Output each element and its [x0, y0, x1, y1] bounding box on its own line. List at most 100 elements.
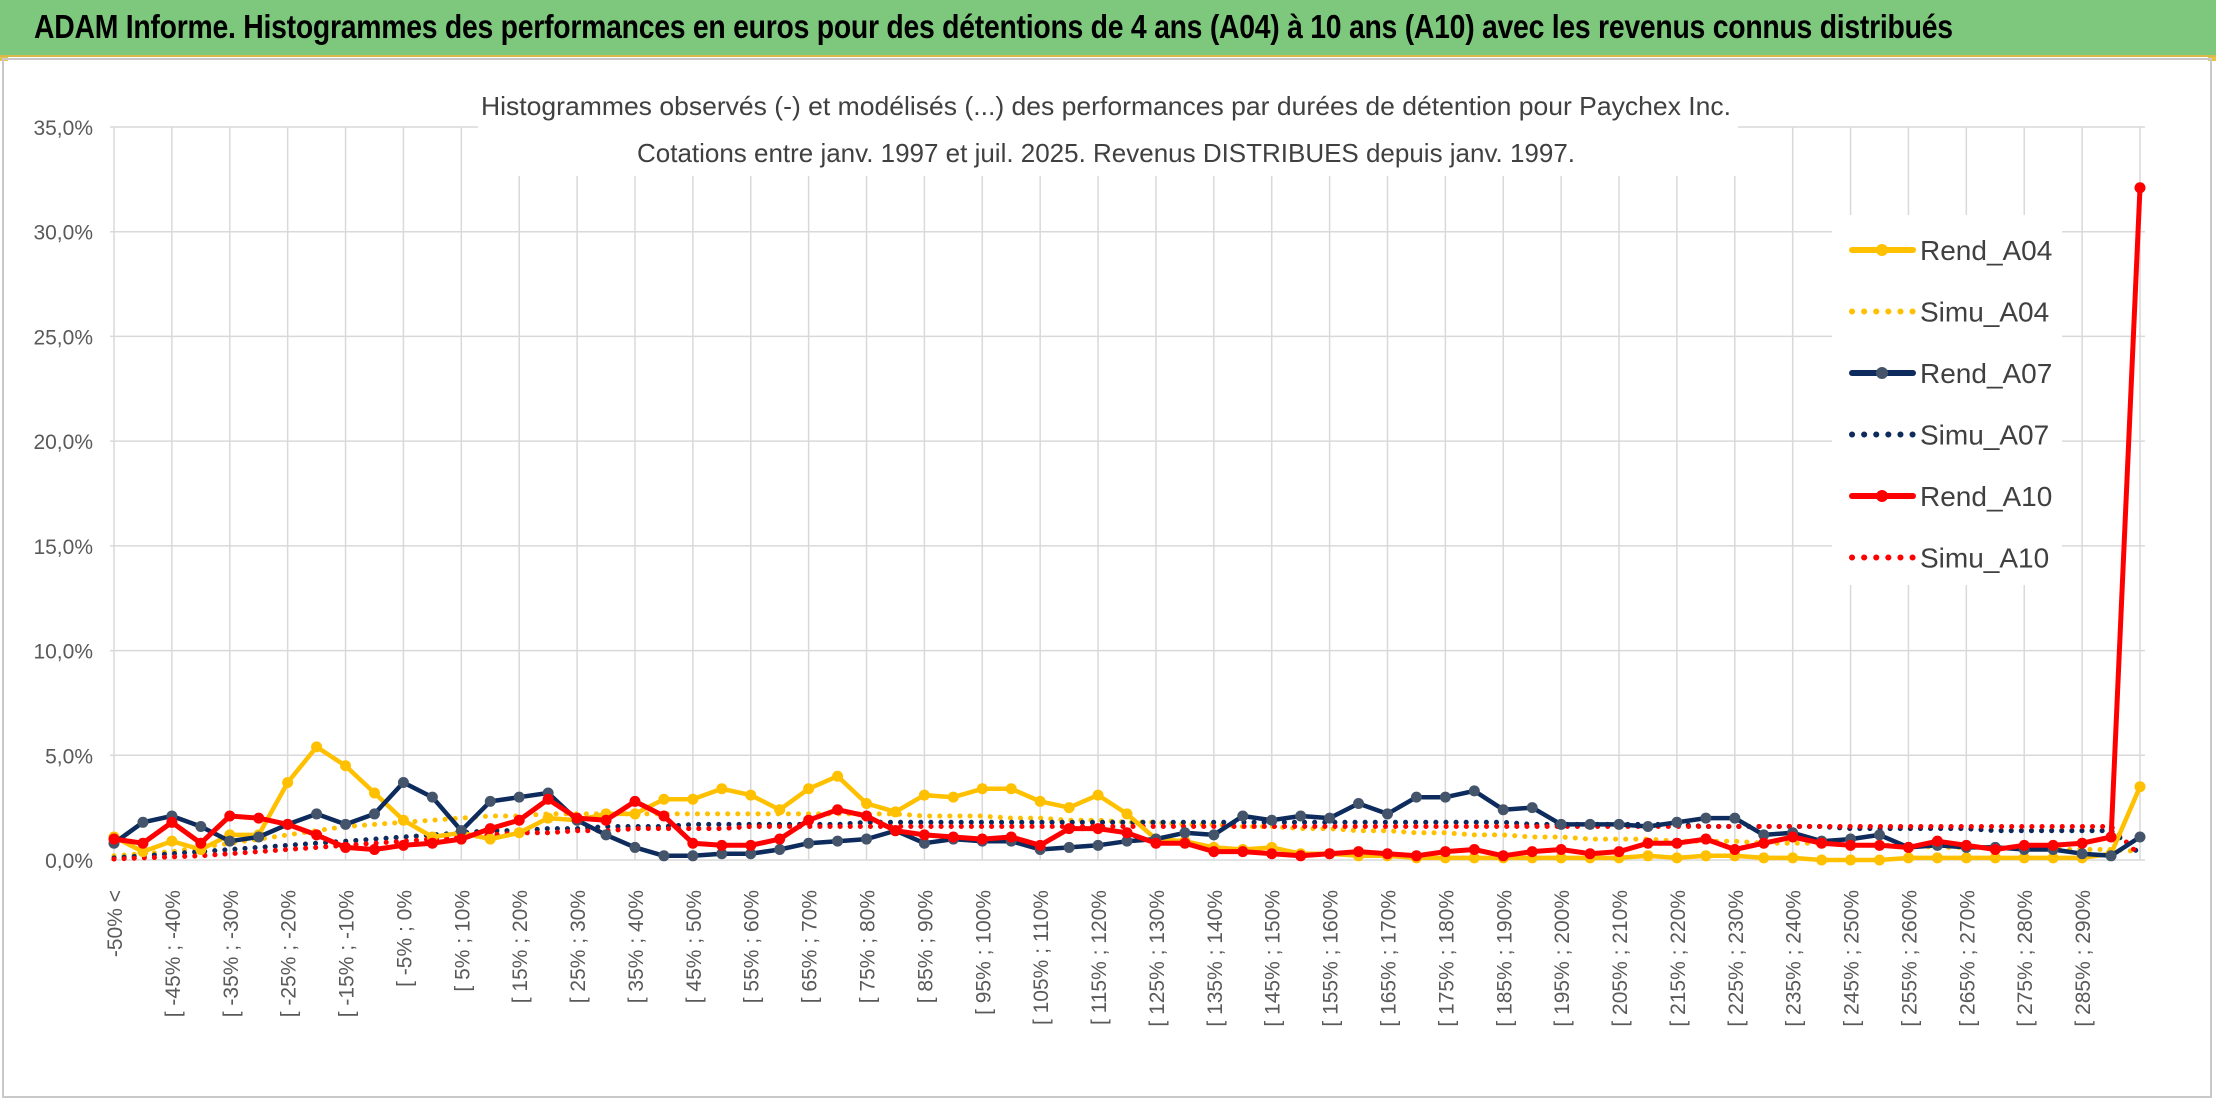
- data-point: [455, 833, 467, 845]
- data-point: [2134, 781, 2146, 793]
- data-point: [571, 812, 583, 824]
- y-tick-label: 20,0%: [33, 431, 93, 454]
- data-point: [513, 814, 525, 826]
- legend-marker: [1876, 367, 1888, 379]
- data-point: [687, 837, 699, 849]
- data-point: [600, 829, 612, 841]
- legend-label: Simu_A04: [1920, 297, 2049, 328]
- x-tick-label: [ 105% ; 110%: [1030, 890, 1053, 1025]
- data-point: [1555, 818, 1567, 830]
- data-point: [1989, 852, 2001, 864]
- x-tick-label: [ 35% ; 40%: [625, 890, 648, 1003]
- data-point: [1410, 850, 1422, 862]
- data-point: [137, 846, 149, 858]
- data-point: [1005, 783, 1017, 795]
- data-point: [2105, 831, 2117, 843]
- data-point: [1787, 831, 1799, 843]
- data-point: [1179, 827, 1191, 839]
- data-point: [311, 808, 323, 820]
- data-point: [1034, 795, 1046, 807]
- legend-marker: [1876, 244, 1888, 256]
- data-point: [774, 844, 786, 856]
- legend-label: Rend_A04: [1920, 235, 2052, 266]
- data-point: [1642, 837, 1654, 849]
- data-point: [1787, 852, 1799, 864]
- data-point: [1353, 797, 1365, 809]
- data-point: [889, 825, 901, 837]
- legend-label: Simu_A07: [1920, 420, 2049, 451]
- x-tick-label: [ -15% ; -10%: [336, 890, 359, 1017]
- title-backdrop: [478, 84, 1738, 176]
- data-point: [1671, 816, 1683, 828]
- data-point: [1613, 818, 1625, 830]
- data-point: [513, 791, 525, 803]
- data-point: [1902, 852, 1914, 864]
- chart-frame: [2, 58, 2212, 1098]
- x-tick-label: [ 145% ; 150%: [1262, 890, 1285, 1027]
- y-tick-label: 5,0%: [45, 745, 93, 768]
- data-point: [311, 741, 323, 753]
- data-point: [282, 777, 294, 789]
- data-point: [1410, 791, 1422, 803]
- data-point: [1931, 835, 1943, 847]
- data-point: [1497, 804, 1509, 816]
- data-point: [1874, 854, 1886, 866]
- data-point: [1237, 810, 1249, 822]
- report-banner: ADAM Informe. Histogrammes des performan…: [0, 0, 2216, 57]
- data-point: [918, 837, 930, 849]
- data-point: [889, 806, 901, 818]
- data-point: [1034, 839, 1046, 851]
- data-point: [484, 833, 496, 845]
- x-tick-label: [ 285% ; 290%: [2072, 890, 2095, 1027]
- data-point: [1989, 844, 2001, 856]
- data-point: [658, 793, 670, 805]
- data-point: [1816, 837, 1828, 849]
- data-point: [1845, 839, 1857, 851]
- x-tick-label: [ 225% ; 230%: [1725, 890, 1748, 1027]
- data-point: [2076, 837, 2088, 849]
- x-tick-label: [ 255% ; 260%: [1898, 890, 1921, 1027]
- data-point: [311, 829, 323, 841]
- data-point: [426, 837, 438, 849]
- data-point: [1902, 841, 1914, 853]
- y-tick-label: 25,0%: [33, 326, 93, 349]
- data-point: [976, 833, 988, 845]
- data-point: [832, 835, 844, 847]
- data-point: [195, 837, 207, 849]
- x-tick-label: [ 265% ; 270%: [1956, 890, 1979, 1027]
- data-point: [282, 818, 294, 830]
- x-tick-label: [ 125% ; 130%: [1146, 890, 1169, 1027]
- data-point: [1555, 852, 1567, 864]
- data-point: [2134, 182, 2146, 194]
- title-layer: Histogrammes observés (-) et modélisés (…: [478, 84, 1738, 176]
- data-point: [803, 783, 815, 795]
- data-point: [832, 804, 844, 816]
- data-point: [397, 777, 409, 789]
- legend-label: Rend_A07: [1920, 358, 2052, 389]
- data-point: [803, 814, 815, 826]
- data-point: [455, 825, 467, 837]
- data-point: [2105, 850, 2117, 862]
- data-point: [1005, 831, 1017, 843]
- data-point: [224, 835, 236, 847]
- data-point: [658, 810, 670, 822]
- data-point: [542, 812, 554, 824]
- x-tick-label: [ 275% ; 280%: [2014, 890, 2037, 1027]
- data-point: [745, 839, 757, 851]
- corner-mark-right: [2208, 57, 2216, 61]
- data-point: [340, 841, 352, 853]
- data-point: [1179, 837, 1191, 849]
- data-point: [1874, 839, 1886, 851]
- data-point: [1468, 785, 1480, 797]
- data-point: [774, 833, 786, 845]
- data-point: [1960, 839, 1972, 851]
- legend-label: Rend_A10: [1920, 481, 2052, 512]
- data-point: [716, 839, 728, 851]
- data-point: [658, 850, 670, 862]
- data-point: [542, 793, 554, 805]
- data-point: [368, 844, 380, 856]
- data-point: [1121, 835, 1133, 847]
- data-point: [1063, 802, 1075, 814]
- data-point: [1584, 818, 1596, 830]
